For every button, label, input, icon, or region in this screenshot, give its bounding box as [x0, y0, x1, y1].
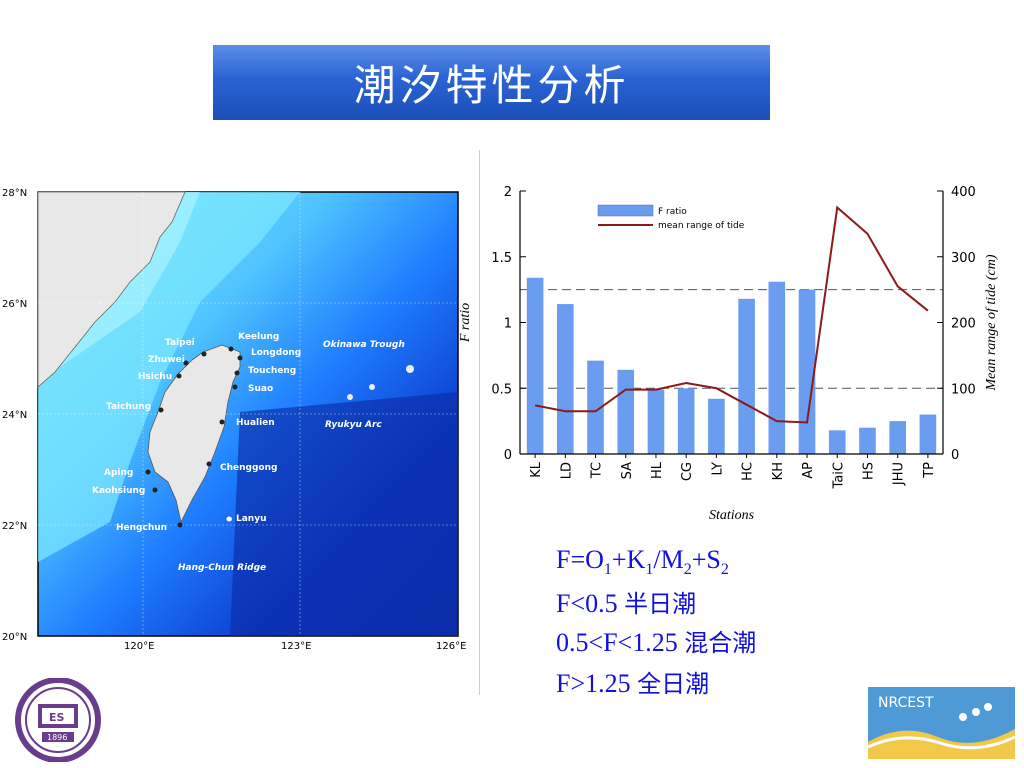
x-tick-label-HC: HC: [741, 462, 756, 481]
left-tick-label-3: 1.5: [491, 251, 512, 266]
x-tick-label-SA: SA: [620, 462, 635, 479]
x-tick-label-TC: TC: [590, 462, 605, 479]
label-lanyu: Lanyu: [236, 514, 267, 524]
right-tick-label-2: 200: [951, 317, 976, 332]
x-axis-title: Stations: [709, 508, 755, 523]
bar-LD: [557, 304, 574, 454]
label-taichung: Taichung: [106, 402, 151, 412]
formula-f-definition: F=O1+K1/M2+S2: [556, 545, 729, 579]
label-keelung: Keelung: [238, 332, 279, 342]
label-suao: Suao: [248, 384, 273, 394]
formula-semidiurnal: F<0.5 半日潮: [556, 589, 697, 618]
right-tick-label-1: 100: [951, 382, 976, 397]
bar-HC: [738, 298, 755, 454]
bar-AP: [798, 289, 816, 454]
bar-TaiC: [828, 430, 846, 454]
x-tick-label-LD: LD: [559, 462, 574, 479]
lon-123: 123°E: [281, 641, 311, 652]
x-tick-label-KL: KL: [529, 461, 544, 478]
lat-26: 26°N: [2, 299, 27, 310]
label-zhuwei: Zhuwei: [148, 355, 185, 365]
lon-126: 126°E: [436, 641, 466, 652]
map-axis-labels: 28°N 26°N 24°N 22°N 20°N 120°E 123°E 126…: [2, 188, 466, 652]
left-tick-label-1: 0.5: [491, 382, 512, 397]
lat-24: 24°N: [2, 410, 27, 421]
formula-mixed: 0.5<F<1.25 混合潮: [556, 628, 757, 657]
x-tick-label-TaiC: TaiC: [831, 462, 846, 489]
label-aping: Aping: [104, 468, 133, 478]
chart-container: 0 0.5 1 1.5 2 0 100 200 300 400 KL LD TC SA HL CG LY HC KH…: [453, 178, 1024, 523]
lat-22: 22°N: [2, 521, 27, 532]
right-tick-label-0: 0: [951, 448, 959, 463]
svg-text:1896: 1896: [47, 733, 67, 742]
x-tick-label-JHU: JHU: [892, 462, 907, 486]
deep-sea-area: [230, 392, 458, 636]
label-toucheng: Toucheng: [248, 366, 296, 376]
left-tick-label-4: 2: [504, 185, 512, 200]
nrcest-logo: NRCEST: [868, 687, 1015, 759]
label-okinawa-trough: Okinawa Trough: [323, 340, 405, 350]
x-tick-label-TP: TP: [922, 462, 937, 479]
left-tick-label-2: 1: [504, 317, 512, 332]
label-hualien: Hualien: [236, 418, 275, 428]
bar-JHU: [889, 421, 906, 454]
svg-text:NRCEST: NRCEST: [878, 695, 934, 711]
label-hangchun-ridge: Hang-Chun Ridge: [178, 563, 266, 573]
line-mean-range: [534, 205, 929, 424]
bar-KL: [526, 277, 544, 454]
x-tick-label-HS: HS: [861, 462, 876, 480]
legend-bar-label: F ratio: [658, 207, 687, 217]
bar-SA: [617, 369, 635, 454]
legend-line-label: mean range of tide: [658, 221, 745, 231]
lat-20: 20°N: [2, 632, 27, 643]
university-seal-logo: ES 1896: [12, 677, 104, 763]
bar-CG: [677, 388, 695, 454]
x-tick-label-AP: AP: [801, 462, 816, 479]
taiwan-map: Keelung Taipei Longdong Zhuwei Toucheng …: [0, 182, 478, 652]
lon-120: 120°E: [124, 641, 154, 652]
divider: [479, 150, 480, 695]
bar-KH: [768, 281, 786, 454]
station-labels: Keelung Taipei Longdong Zhuwei Toucheng …: [92, 332, 301, 533]
feature-labels: Okinawa Trough Ryukyu Arc Hang-Chun Ridg…: [178, 340, 405, 573]
label-taipei: Taipei: [165, 338, 195, 348]
map-svg: Keelung Taipei Longdong Zhuwei Toucheng …: [2, 188, 466, 652]
bar-LY: [708, 398, 725, 454]
x-tick-label-CG: CG: [680, 462, 695, 481]
label-longdong: Longdong: [251, 348, 301, 358]
svg-text:ES: ES: [49, 711, 65, 724]
label-kaohsiung: Kaohsiung: [92, 486, 145, 496]
left-tick-label-0: 0: [504, 448, 512, 463]
label-hengchun: Hengchun: [116, 523, 167, 533]
y-axis-right-title: Mean range of tide (cm): [984, 254, 999, 391]
x-tick-label-LY: LY: [710, 462, 725, 476]
label-chenggong: Chenggong: [220, 463, 277, 473]
label-hsichu: Hsichu: [138, 372, 172, 382]
x-tick-label-KH: KH: [771, 462, 786, 480]
title-banner: 潮汐特性分析: [213, 45, 770, 120]
bar-TC: [587, 360, 604, 454]
y-axis-title: F ratio: [458, 303, 473, 343]
right-tick-label-3: 300: [951, 251, 976, 266]
map-grid: [38, 192, 458, 636]
mainland-land: [37, 191, 186, 388]
page-title: 潮汐特性分析: [353, 61, 630, 110]
bar-TP: [919, 414, 937, 454]
bar-HS: [859, 427, 876, 454]
chart-svg: 0 0.5 1 1.5 2 0 100 200 300 400 KL LD TC SA HL CG LY HC KH…: [458, 185, 999, 523]
legend-bar-swatch: [597, 204, 654, 217]
formula-diurnal: F>1.25 全日潮: [556, 669, 710, 698]
label-ryukyu-arc: Ryukyu Arc: [325, 420, 382, 430]
lat-28: 28°N: [2, 188, 27, 199]
bar-HL: [647, 389, 665, 454]
station-dots: [145, 346, 243, 528]
right-tick-label-4: 400: [951, 185, 976, 200]
x-tick-label-HL: HL: [650, 461, 665, 479]
